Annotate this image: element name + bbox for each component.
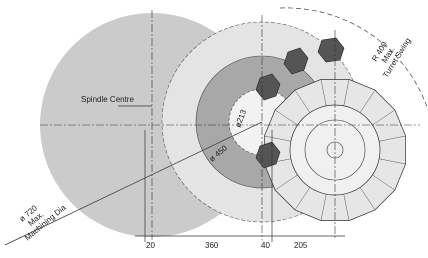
- turret-label: R 400 Max. Turret Swing: [366, 27, 413, 80]
- spindle-label: Spindle Centre: [81, 95, 134, 104]
- machining-label: ø 720 Max. Machining Dia: [11, 189, 68, 243]
- machine-diagram: Spindle Centre ø 720 Max. Machining Dia …: [0, 0, 428, 258]
- dimension-label: 360: [205, 241, 219, 250]
- dimension-label: 205: [294, 241, 308, 250]
- dimension-label: 40: [261, 241, 270, 250]
- dimension-label: 20: [146, 241, 155, 250]
